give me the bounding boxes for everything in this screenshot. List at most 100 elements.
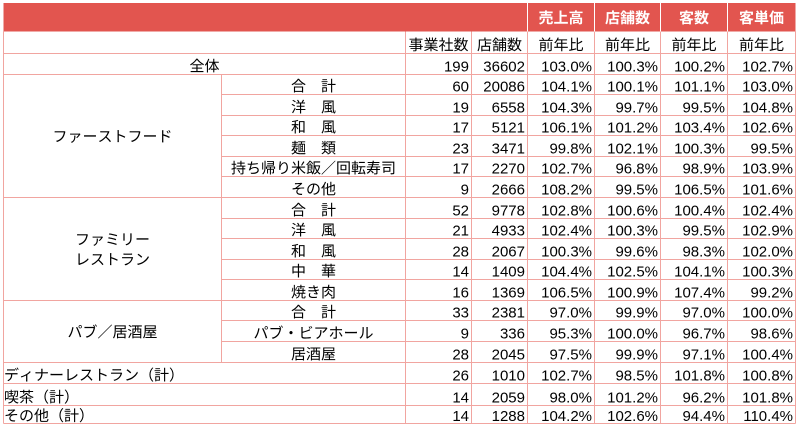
svg-text:98.6%: 98.6% <box>750 325 793 342</box>
svg-text:96.8%: 96.8% <box>615 160 658 177</box>
svg-text:3471: 3471 <box>492 140 525 157</box>
svg-text:1369: 1369 <box>492 284 525 301</box>
svg-text:97.5%: 97.5% <box>549 346 592 363</box>
svg-text:101.6%: 101.6% <box>742 181 793 198</box>
svg-text:106.5%: 106.5% <box>674 181 725 198</box>
svg-text:19: 19 <box>452 99 469 116</box>
svg-text:99.2%: 99.2% <box>750 284 793 301</box>
svg-text:102.4%: 102.4% <box>541 222 592 239</box>
svg-text:103.4%: 103.4% <box>674 119 725 136</box>
svg-text:100.3%: 100.3% <box>541 243 592 260</box>
svg-text:33: 33 <box>452 304 469 321</box>
svg-text:100.0%: 100.0% <box>607 325 658 342</box>
svg-text:100.3%: 100.3% <box>742 263 793 280</box>
svg-text:1010: 1010 <box>492 367 525 384</box>
svg-text:103.0%: 103.0% <box>742 78 793 95</box>
svg-text:14: 14 <box>452 389 469 406</box>
svg-text:21: 21 <box>452 222 469 239</box>
svg-text:97.0%: 97.0% <box>549 304 592 321</box>
svg-text:101.8%: 101.8% <box>674 367 725 384</box>
svg-text:16: 16 <box>452 284 469 301</box>
svg-text:101.2%: 101.2% <box>607 389 658 406</box>
svg-text:52: 52 <box>452 202 469 219</box>
svg-text:9: 9 <box>461 325 469 342</box>
svg-text:107.4%: 107.4% <box>674 284 725 301</box>
svg-text:98.9%: 98.9% <box>682 160 725 177</box>
svg-text:102.9%: 102.9% <box>742 222 793 239</box>
svg-text:102.7%: 102.7% <box>742 58 793 75</box>
svg-text:101.8%: 101.8% <box>742 389 793 406</box>
svg-text:6558: 6558 <box>492 99 525 116</box>
svg-text:96.7%: 96.7% <box>682 325 725 342</box>
svg-text:99.7%: 99.7% <box>615 99 658 116</box>
svg-text:104.1%: 104.1% <box>674 263 725 280</box>
svg-text:102.8%: 102.8% <box>541 202 592 219</box>
svg-text:99.6%: 99.6% <box>615 243 658 260</box>
svg-text:98.5%: 98.5% <box>615 367 658 384</box>
svg-text:102.1%: 102.1% <box>607 140 658 157</box>
svg-text:97.1%: 97.1% <box>682 346 725 363</box>
svg-text:36602: 36602 <box>483 58 525 75</box>
svg-text:2045: 2045 <box>492 346 525 363</box>
svg-text:100.3%: 100.3% <box>674 140 725 157</box>
svg-text:102.7%: 102.7% <box>541 160 592 177</box>
svg-text:100.0%: 100.0% <box>742 304 793 321</box>
svg-text:98.0%: 98.0% <box>549 389 592 406</box>
svg-text:98.3%: 98.3% <box>682 243 725 260</box>
svg-text:95.3%: 95.3% <box>549 325 592 342</box>
svg-text:17: 17 <box>452 160 469 177</box>
svg-text:100.8%: 100.8% <box>742 367 793 384</box>
svg-text:102.7%: 102.7% <box>541 367 592 384</box>
svg-text:199: 199 <box>444 58 469 75</box>
svg-text:99.5%: 99.5% <box>750 140 793 157</box>
svg-text:100.6%: 100.6% <box>607 202 658 219</box>
svg-text:336: 336 <box>500 325 525 342</box>
svg-text:104.3%: 104.3% <box>541 99 592 116</box>
svg-text:96.2%: 96.2% <box>682 389 725 406</box>
svg-text:104.4%: 104.4% <box>541 263 592 280</box>
svg-text:60: 60 <box>452 78 469 95</box>
svg-text:28: 28 <box>452 243 469 260</box>
svg-text:100.1%: 100.1% <box>607 78 658 95</box>
svg-text:9778: 9778 <box>492 202 525 219</box>
svg-text:99.9%: 99.9% <box>615 304 658 321</box>
svg-text:101.2%: 101.2% <box>607 119 658 136</box>
svg-text:108.2%: 108.2% <box>541 181 592 198</box>
svg-text:102.5%: 102.5% <box>607 263 658 280</box>
svg-text:2059: 2059 <box>492 389 525 406</box>
svg-text:101.1%: 101.1% <box>674 78 725 95</box>
svg-text:20086: 20086 <box>483 78 525 95</box>
svg-text:5121: 5121 <box>492 119 525 136</box>
svg-text:102.4%: 102.4% <box>742 202 793 219</box>
svg-text:99.9%: 99.9% <box>615 346 658 363</box>
svg-text:100.4%: 100.4% <box>674 202 725 219</box>
svg-text:2067: 2067 <box>492 243 525 260</box>
svg-text:99.5%: 99.5% <box>682 222 725 239</box>
svg-text:100.3%: 100.3% <box>607 222 658 239</box>
svg-text:2666: 2666 <box>492 181 525 198</box>
svg-text:99.5%: 99.5% <box>682 99 725 116</box>
svg-text:14: 14 <box>452 263 469 280</box>
svg-text:102.0%: 102.0% <box>742 243 793 260</box>
svg-text:100.2%: 100.2% <box>674 58 725 75</box>
svg-text:104.2%: 104.2% <box>541 408 592 425</box>
svg-text:102.6%: 102.6% <box>607 408 658 425</box>
svg-text:26: 26 <box>452 367 469 384</box>
svg-text:102.6%: 102.6% <box>742 119 793 136</box>
svg-text:2381: 2381 <box>492 304 525 321</box>
svg-text:106.5%: 106.5% <box>541 284 592 301</box>
svg-text:99.8%: 99.8% <box>549 140 592 157</box>
svg-text:103.0%: 103.0% <box>541 58 592 75</box>
svg-text:99.5%: 99.5% <box>615 181 658 198</box>
svg-text:1409: 1409 <box>492 263 525 280</box>
svg-text:103.9%: 103.9% <box>742 160 793 177</box>
svg-text:106.1%: 106.1% <box>541 119 592 136</box>
svg-text:94.4%: 94.4% <box>682 408 725 425</box>
svg-text:1288: 1288 <box>492 408 525 425</box>
svg-text:100.4%: 100.4% <box>742 346 793 363</box>
svg-text:100.9%: 100.9% <box>607 284 658 301</box>
svg-text:97.0%: 97.0% <box>682 304 725 321</box>
svg-text:104.8%: 104.8% <box>742 99 793 116</box>
svg-text:28: 28 <box>452 346 469 363</box>
svg-text:100.3%: 100.3% <box>607 58 658 75</box>
